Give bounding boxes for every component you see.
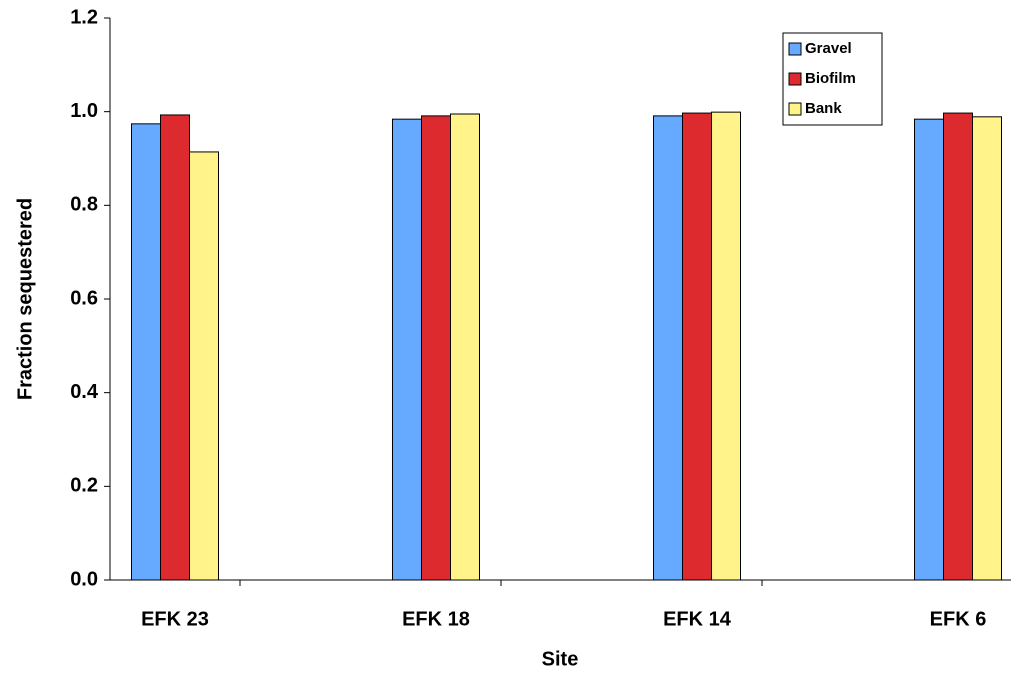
bar <box>653 115 683 581</box>
x-axis-label: Site <box>542 648 579 670</box>
y-tick-label: 0.0 <box>70 568 98 590</box>
x-tick-label: EFK 14 <box>663 608 732 630</box>
bar <box>450 113 480 581</box>
x-tick-label: EFK 23 <box>141 608 209 630</box>
x-tick-label: EFK 18 <box>402 608 470 630</box>
legend: Gravel Biofilm Bank <box>782 32 883 126</box>
legend-label: Biofilm <box>805 70 856 87</box>
legend-label: Gravel <box>805 40 852 57</box>
bar <box>189 151 219 581</box>
bar <box>972 116 1002 581</box>
bar <box>392 118 422 581</box>
bar <box>682 112 712 581</box>
bar <box>711 111 741 581</box>
legend-label: Bank <box>805 100 842 117</box>
y-axis-label: Fraction sequestered <box>14 198 36 400</box>
bar <box>160 114 190 581</box>
bar <box>131 123 161 581</box>
y-tick-label: 1.0 <box>70 100 98 122</box>
legend-swatch <box>788 42 802 56</box>
legend-swatch <box>788 102 802 116</box>
y-tick-label: 0.2 <box>70 475 98 497</box>
bar <box>914 118 944 581</box>
bar <box>421 115 451 581</box>
y-tick-label: 0.8 <box>70 194 98 216</box>
x-tick-label: EFK 6 <box>930 608 987 630</box>
y-tick-label: 0.6 <box>70 287 98 309</box>
bar <box>943 112 973 581</box>
y-tick-label: 0.4 <box>70 381 99 403</box>
y-tick-label: 1.2 <box>70 6 98 28</box>
legend-swatch <box>788 72 802 86</box>
